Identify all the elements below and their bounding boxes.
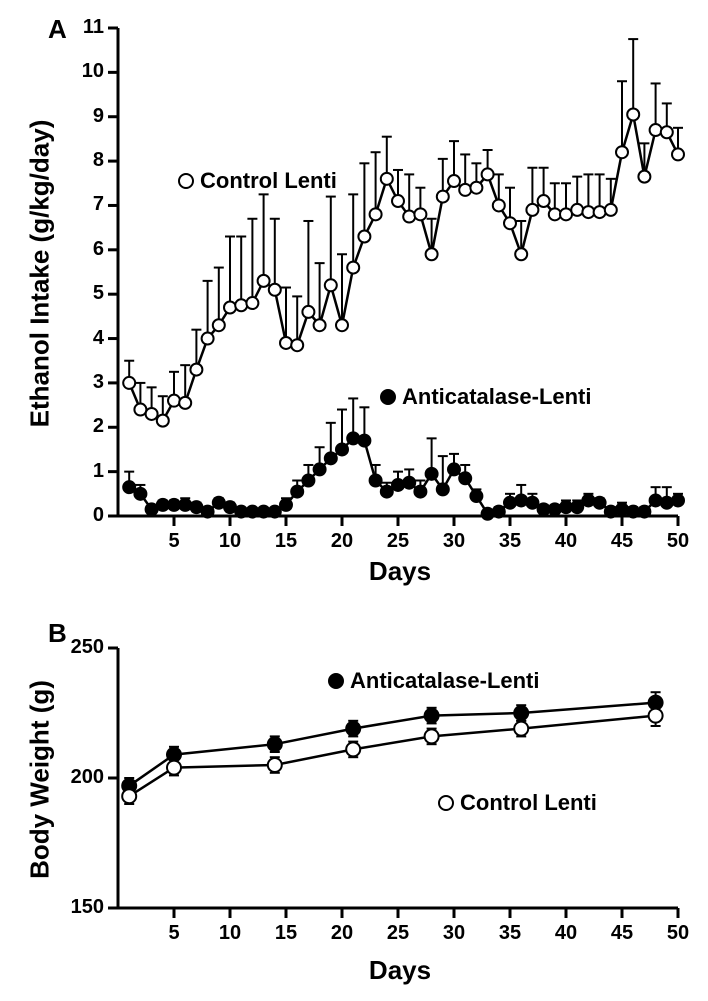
y-tick-label: 250 (54, 636, 104, 659)
x-tick-label: 35 (490, 530, 530, 553)
x-tick-label: 45 (602, 530, 642, 553)
y-tick-label: 0 (54, 504, 104, 527)
x-tick-label: 40 (546, 530, 586, 553)
x-tick-label: 50 (658, 922, 698, 945)
x-tick-label: 50 (658, 530, 698, 553)
x-tick-label: 10 (210, 922, 250, 945)
y-tick-label: 200 (54, 766, 104, 789)
y-tick-label: 5 (54, 282, 104, 305)
y-tick-label: 1 (54, 460, 104, 483)
x-tick-label: 5 (154, 530, 194, 553)
y-tick-label: 6 (54, 238, 104, 261)
plot-canvas (0, 0, 708, 1001)
x-tick-label: 45 (602, 922, 642, 945)
x-tick-label: 30 (434, 922, 474, 945)
y-tick-label: 4 (54, 327, 104, 350)
y-tick-label: 7 (54, 193, 104, 216)
x-tick-label: 20 (322, 922, 362, 945)
x-tick-label: 25 (378, 922, 418, 945)
x-tick-label: 30 (434, 530, 474, 553)
y-tick-label: 8 (54, 149, 104, 172)
y-tick-label: 150 (54, 896, 104, 919)
x-tick-label: 10 (210, 530, 250, 553)
y-tick-label: 9 (54, 105, 104, 128)
y-tick-label: 3 (54, 371, 104, 394)
x-tick-label: 20 (322, 530, 362, 553)
x-tick-label: 15 (266, 530, 306, 553)
x-tick-label: 40 (546, 922, 586, 945)
x-tick-label: 15 (266, 922, 306, 945)
y-tick-label: 10 (54, 60, 104, 83)
x-tick-label: 25 (378, 530, 418, 553)
y-tick-label: 2 (54, 415, 104, 438)
x-tick-label: 5 (154, 922, 194, 945)
x-tick-label: 35 (490, 922, 530, 945)
figure-root: A Ethanol Intake (g/kg/day) Days Control… (0, 0, 708, 1001)
y-tick-label: 11 (54, 16, 104, 39)
